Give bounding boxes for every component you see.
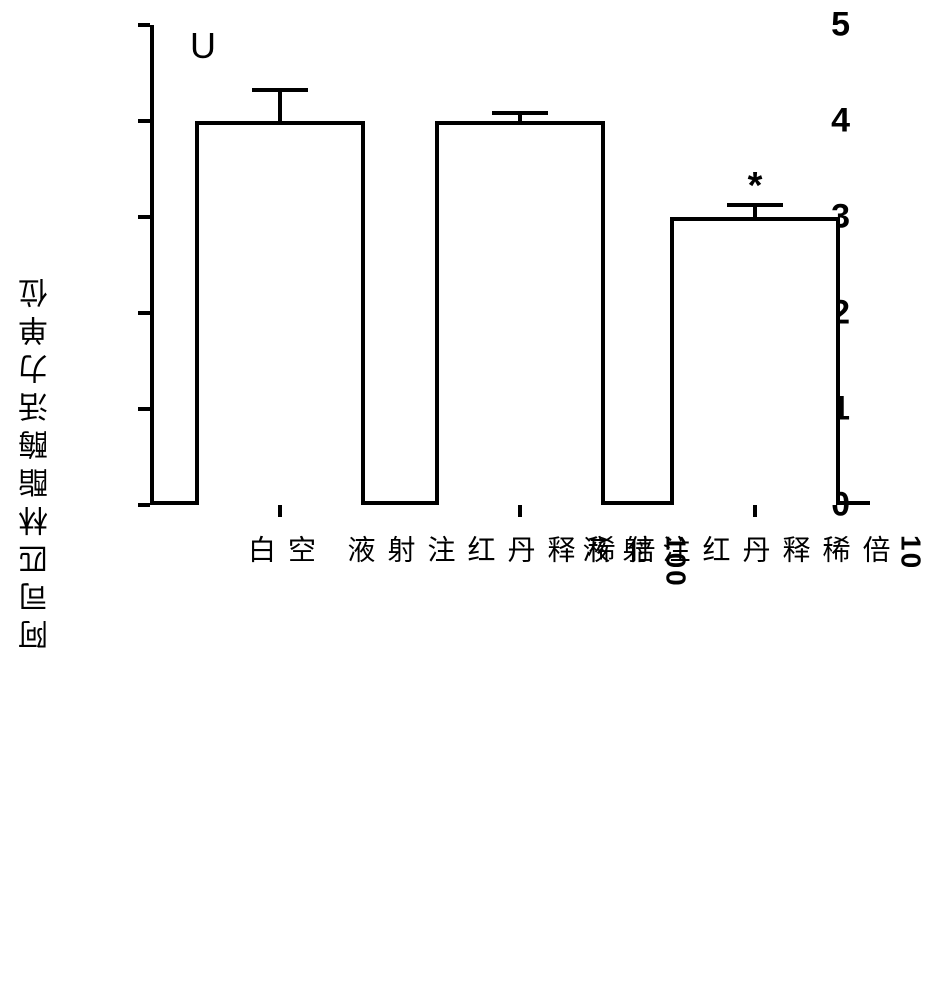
bar	[435, 121, 605, 505]
x-axis-label: 空白	[240, 535, 320, 565]
bar	[195, 121, 365, 505]
y-axis-label: 阿司匹林酯酶活力单位	[15, 270, 59, 650]
significance-marker: *	[748, 165, 763, 208]
y-tick	[138, 407, 150, 411]
y-tick-label: 4	[831, 102, 850, 141]
plot-area: U 012345 * 空白100倍稀释丹红注射液10倍稀释丹红注射液	[150, 25, 870, 505]
y-tick	[138, 23, 150, 27]
y-tick	[138, 503, 150, 507]
unit-label: U	[190, 25, 216, 67]
y-tick-label: 5	[831, 6, 850, 45]
y-tick	[138, 311, 150, 315]
x-tick	[278, 505, 282, 517]
x-tick	[518, 505, 522, 517]
x-tick	[753, 505, 757, 517]
y-tick	[138, 119, 150, 123]
chart-container: 阿司匹林酯酶活力单位 U 012345 * 空白100倍稀释丹红注射液10倍稀释…	[30, 20, 910, 970]
y-axis	[150, 25, 154, 505]
bar	[670, 217, 840, 505]
y-tick	[138, 215, 150, 219]
error-bar-cap	[252, 88, 308, 92]
x-axis-label: 10倍稀释丹红注射液	[575, 535, 936, 570]
error-bar-cap	[492, 111, 548, 115]
error-bar	[278, 90, 282, 121]
